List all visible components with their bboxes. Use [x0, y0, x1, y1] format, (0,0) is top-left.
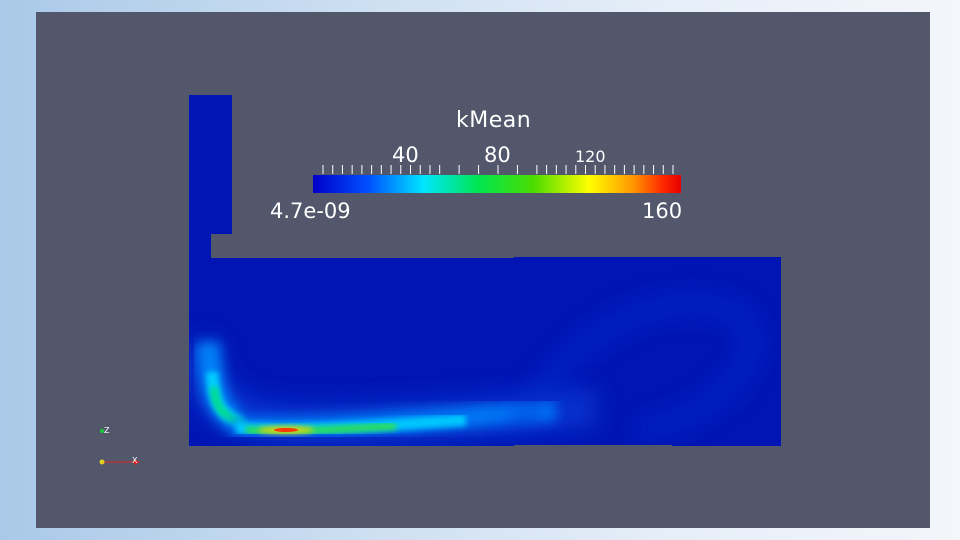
orientation-axes-widget — [99, 428, 140, 465]
colorbar-ticks — [322, 165, 674, 174]
z-axis-icon — [99, 428, 105, 434]
colorbar — [313, 165, 681, 193]
colorbar-min-label: 4.7e-09 — [270, 199, 351, 223]
colorbar-title: kMean — [456, 108, 532, 133]
x-axis-label: X — [132, 456, 138, 465]
y-axis-icon — [99, 459, 105, 465]
x-axis-arrow-icon — [134, 459, 140, 465]
render-viewport[interactable]: kMean 40 80 120 4.7e-09 160 Z X — [36, 12, 930, 528]
colorbar-label-80: 80 — [484, 143, 511, 167]
flow-domain — [189, 95, 781, 446]
colorbar-gradient — [313, 175, 681, 193]
colorbar-label-120: 120 — [575, 147, 606, 166]
z-axis-label: Z — [104, 426, 110, 435]
cfd-scene — [189, 95, 781, 446]
colorbar-label-40: 40 — [392, 143, 419, 167]
colorbar-max-label: 160 — [642, 199, 683, 223]
